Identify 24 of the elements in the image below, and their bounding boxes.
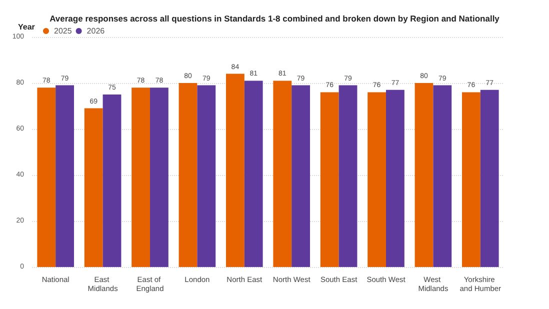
- bar: [414, 83, 434, 267]
- bar: [102, 94, 122, 267]
- bar: [84, 108, 103, 267]
- chart-title: Average responses across all questions in Standards 1-8 combined and broken down by Region and Nationally: [50, 14, 500, 24]
- bar: [386, 90, 404, 267]
- legend-label: 2025: [54, 26, 72, 36]
- bar: [244, 80, 263, 267]
- bar: [338, 85, 358, 267]
- bar: [462, 92, 480, 267]
- legend-title: Year: [18, 22, 35, 32]
- bar: [320, 92, 339, 267]
- bar: [226, 74, 244, 267]
- bar: [368, 92, 386, 267]
- bar: [197, 85, 216, 267]
- bar: [480, 90, 499, 267]
- bar: [178, 83, 198, 267]
- bar: [132, 88, 150, 267]
- bar: [433, 85, 452, 267]
- bar: [273, 80, 292, 267]
- bar: [37, 88, 56, 267]
- legend-label: 2026: [86, 26, 106, 36]
- bar: [150, 88, 168, 267]
- bar: [56, 85, 74, 267]
- bar: [292, 85, 310, 267]
